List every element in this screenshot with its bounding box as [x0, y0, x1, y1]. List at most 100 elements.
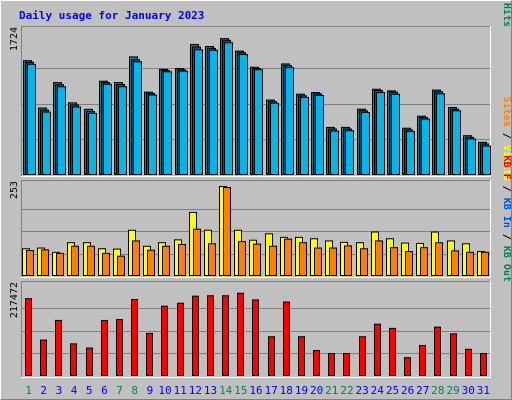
bar-kb-f-19 — [298, 336, 305, 376]
day-label-15: 15 — [234, 384, 247, 397]
bar-sites-6 — [102, 252, 110, 277]
day-label-2: 2 — [40, 384, 47, 397]
bar-sites-16 — [253, 243, 261, 277]
bar-sites-13 — [208, 243, 216, 276]
axis-legend: Sites / Visits — [501, 97, 512, 181]
bar-pages-23 — [361, 111, 370, 175]
bar-kb-f-10 — [161, 305, 168, 376]
bar-kb-f-5 — [86, 347, 93, 377]
bar-pages-21 — [330, 130, 339, 175]
series-sites — [26, 187, 489, 277]
bar-pages-12 — [194, 49, 203, 175]
day-label-22: 22 — [340, 384, 353, 397]
bar-pages-10 — [163, 71, 172, 175]
bar-kb-f-12 — [192, 295, 199, 377]
day-label-27: 27 — [416, 384, 429, 397]
day-label-25: 25 — [386, 384, 399, 397]
bar-pages-1 — [27, 63, 36, 175]
day-label-24: 24 — [371, 384, 385, 397]
bar-sites-19 — [299, 242, 307, 277]
bar-sites-31 — [481, 251, 489, 276]
axis-legend: KB F / KB In / KB Out — [501, 156, 512, 282]
bar-sites-25 — [390, 247, 398, 277]
bar-kb-f-22 — [343, 352, 350, 376]
bar-sites-14 — [223, 187, 231, 277]
bar-sites-11 — [178, 243, 186, 277]
bar-pages-19 — [300, 97, 309, 175]
bar-pages-9 — [148, 94, 157, 175]
bar-pages-26 — [406, 131, 415, 175]
bar-kb-f-20 — [313, 350, 320, 376]
legend-entry-1: / — [501, 127, 512, 145]
bar-sites-1 — [26, 250, 34, 276]
bar-pages-3 — [57, 86, 66, 175]
day-label-8: 8 — [131, 384, 138, 397]
bar-sites-24 — [375, 240, 383, 277]
bar-kb-f-16 — [252, 299, 259, 376]
bar-pages-22 — [345, 130, 354, 175]
legend-entry-1: / — [501, 180, 512, 198]
bar-pages-30 — [467, 138, 476, 175]
bar-pages-31 — [482, 145, 491, 175]
day-label-19: 19 — [295, 384, 308, 397]
bar-kb-f-25 — [389, 327, 396, 377]
y-max-label: 217472 — [9, 282, 20, 318]
series-kb-f — [25, 292, 487, 377]
bar-pages-6 — [103, 83, 112, 175]
day-label-30: 30 — [462, 384, 475, 397]
panel-hits-files-pages: 1724 Pages / Files / Hits — [9, 0, 512, 177]
bar-kb-f-9 — [146, 332, 153, 377]
bar-sites-30 — [466, 251, 474, 276]
series-pages — [27, 42, 491, 176]
bar-kb-f-30 — [465, 348, 472, 376]
day-label-9: 9 — [147, 384, 154, 397]
bar-pages-25 — [391, 93, 400, 175]
bar-pages-7 — [118, 86, 127, 175]
legend-entry-2: KB In — [501, 198, 512, 228]
bar-sites-9 — [147, 249, 155, 276]
bar-pages-27 — [421, 118, 430, 176]
bar-kb-f-8 — [131, 299, 138, 377]
bar-kb-f-21 — [328, 352, 335, 376]
bar-sites-17 — [269, 245, 277, 277]
bar-sites-28 — [435, 242, 443, 277]
chart-title: Daily usage for January 2023 — [19, 9, 204, 22]
bar-kb-f-31 — [480, 352, 487, 376]
bar-pages-20 — [315, 94, 324, 175]
bar-pages-28 — [436, 93, 445, 175]
bar-sites-18 — [284, 238, 292, 277]
bar-kb-f-3 — [55, 319, 62, 376]
day-label-10: 10 — [158, 384, 171, 397]
bar-pages-2 — [42, 111, 51, 175]
legend-entry-4: KB Out — [501, 246, 512, 282]
bar-sites-7 — [117, 255, 125, 277]
bar-pages-11 — [179, 70, 188, 175]
day-label-26: 26 — [401, 384, 414, 397]
bar-sites-3 — [56, 252, 64, 277]
legend-entry-3: / — [501, 0, 512, 3]
bar-sites-15 — [238, 241, 246, 276]
bar-sites-23 — [360, 248, 368, 276]
day-label-5: 5 — [86, 384, 93, 397]
bar-kb-f-14 — [222, 295, 229, 376]
bar-kb-f-1 — [25, 298, 32, 376]
bar-kb-f-2 — [40, 339, 47, 376]
day-label-6: 6 — [101, 384, 108, 397]
x-tick-labels: 1 2 3 4 5 6 7 8 9 10 11 12 13 14 15 16 17 18 19 20 21 22 23 24 2… — [25, 384, 490, 397]
axis-legend: Pages / Files / Hits — [501, 0, 512, 27]
day-label-31: 31 — [477, 384, 490, 397]
bar-sites-26 — [405, 251, 413, 277]
bar-kb-f-17 — [268, 336, 275, 376]
bar-pages-5 — [88, 112, 97, 175]
bar-pages-8 — [133, 61, 142, 176]
day-label-14: 14 — [219, 384, 233, 397]
day-label-13: 13 — [204, 384, 217, 397]
bar-kb-f-13 — [207, 295, 214, 376]
panel-visits-sites: 253 Sites / Visits — [9, 97, 512, 278]
panel-kb: 217472 KB F / KB In / KB Out — [9, 156, 512, 378]
bar-sites-4 — [71, 245, 79, 277]
bar-kb-f-28 — [434, 326, 441, 377]
bar-kb-f-18 — [283, 301, 290, 376]
legend-entry-2: Visits — [501, 145, 512, 181]
bar-sites-29 — [451, 250, 459, 276]
